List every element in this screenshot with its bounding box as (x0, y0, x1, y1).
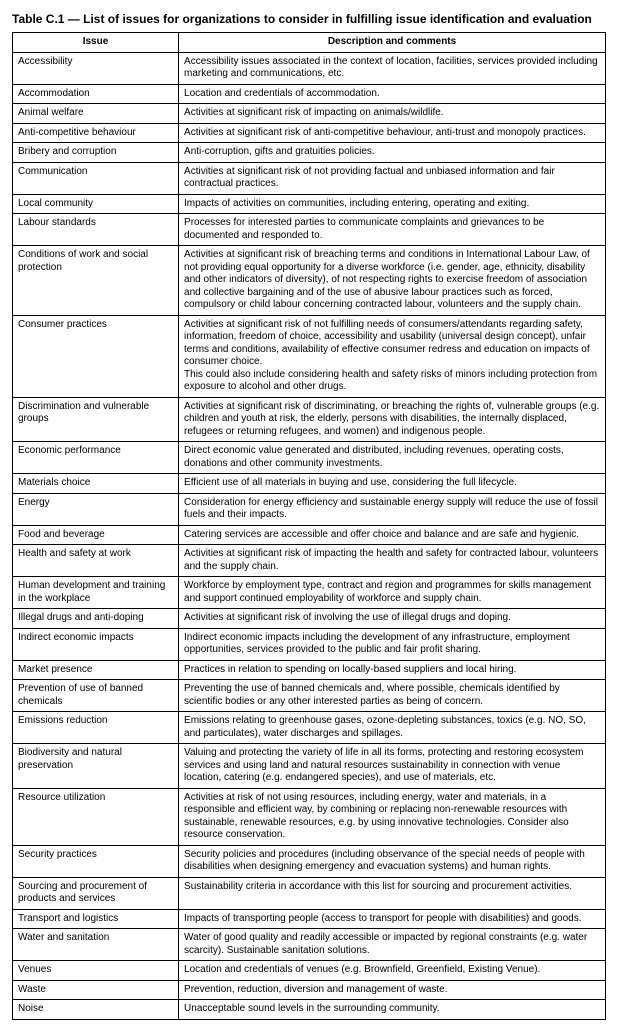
cell-desc: Workforce by employment type, contract a… (179, 577, 606, 609)
cell-issue: Resource utilization (13, 788, 179, 845)
cell-issue: Consumer practices (13, 315, 179, 397)
cell-desc: Processes for interested parties to comm… (179, 214, 606, 246)
table-row: Materials choiceEfficient use of all mat… (13, 474, 606, 494)
table-row: Prevention of use of banned chemicalsPre… (13, 680, 606, 712)
cell-desc: Catering services are accessible and off… (179, 525, 606, 545)
cell-desc: Activities at significant risk of discri… (179, 397, 606, 442)
table-row: Health and safety at workActivities at s… (13, 545, 606, 577)
table-row: Conditions of work and social protection… (13, 246, 606, 316)
cell-issue: Discrimination and vulnerable groups (13, 397, 179, 442)
table-row: Food and beverageCatering services are a… (13, 525, 606, 545)
table-row: Bribery and corruptionAnti-corruption, g… (13, 143, 606, 163)
cell-issue: Communication (13, 162, 179, 194)
cell-desc: Impacts of activities on communities, in… (179, 194, 606, 214)
table-row: NoiseUnacceptable sound levels in the su… (13, 1000, 606, 1020)
table-row: Economic performanceDirect economic valu… (13, 442, 606, 474)
cell-desc: Unacceptable sound levels in the surroun… (179, 1000, 606, 1020)
table-row: Consumer practicesActivities at signific… (13, 315, 606, 397)
cell-issue: Economic performance (13, 442, 179, 474)
cell-issue: Accessibility (13, 52, 179, 84)
cell-desc: Valuing and protecting the variety of li… (179, 744, 606, 789)
cell-issue: Sourcing and procurement of products and… (13, 877, 179, 909)
table-row: Indirect economic impactsIndirect econom… (13, 628, 606, 660)
cell-desc: Accessibility issues associated in the c… (179, 52, 606, 84)
cell-desc: Location and credentials of venues (e.g.… (179, 961, 606, 981)
cell-issue: Emissions reduction (13, 712, 179, 744)
cell-desc: Security policies and procedures (includ… (179, 845, 606, 877)
table-row: Sourcing and procurement of products and… (13, 877, 606, 909)
cell-desc: Activities at significant risk of impact… (179, 545, 606, 577)
table-row: Water and sanitationWater of good qualit… (13, 929, 606, 961)
table-row: Human development and training in the wo… (13, 577, 606, 609)
table-row: Illegal drugs and anti-dopingActivities … (13, 609, 606, 629)
table-row: Emissions reductionEmissions relating to… (13, 712, 606, 744)
cell-desc: Practices in relation to spending on loc… (179, 660, 606, 680)
cell-desc: Water of good quality and readily access… (179, 929, 606, 961)
cell-desc: Location and credentials of accommodatio… (179, 84, 606, 104)
cell-issue: Health and safety at work (13, 545, 179, 577)
cell-desc: Prevention, reduction, diversion and man… (179, 980, 606, 1000)
table-row: AccessibilityAccessibility issues associ… (13, 52, 606, 84)
cell-desc: Preventing the use of banned chemicals a… (179, 680, 606, 712)
table-row: Security practicesSecurity policies and … (13, 845, 606, 877)
cell-issue: Animal welfare (13, 104, 179, 124)
cell-desc: Sustainability criteria in accordance wi… (179, 877, 606, 909)
table-row: CommunicationActivities at significant r… (13, 162, 606, 194)
table-row: Anti-competitive behaviourActivities at … (13, 123, 606, 143)
cell-issue: Energy (13, 493, 179, 525)
cell-desc: Efficient use of all materials in buying… (179, 474, 606, 494)
cell-issue: Noise (13, 1000, 179, 1020)
table-row: AccommodationLocation and credentials of… (13, 84, 606, 104)
cell-issue: Labour standards (13, 214, 179, 246)
table-row: Market presencePractices in relation to … (13, 660, 606, 680)
cell-issue: Conditions of work and social protection (13, 246, 179, 316)
cell-desc: Activities at risk of not using resource… (179, 788, 606, 845)
table-row: Resource utilizationActivities at risk o… (13, 788, 606, 845)
cell-desc: Indirect economic impacts including the … (179, 628, 606, 660)
cell-desc: Consideration for energy efficiency and … (179, 493, 606, 525)
header-issue: Issue (13, 33, 179, 53)
table-row: Local communityImpacts of activities on … (13, 194, 606, 214)
table-row: Labour standardsProcesses for interested… (13, 214, 606, 246)
cell-issue: Indirect economic impacts (13, 628, 179, 660)
cell-desc: Impacts of transporting people (access t… (179, 909, 606, 929)
cell-issue: Biodiversity and natural preservation (13, 744, 179, 789)
cell-desc: Activities at significant risk of impact… (179, 104, 606, 124)
table-row: Transport and logisticsImpacts of transp… (13, 909, 606, 929)
table-row: VenuesLocation and credentials of venues… (13, 961, 606, 981)
cell-issue: Water and sanitation (13, 929, 179, 961)
table-row: Animal welfareActivities at significant … (13, 104, 606, 124)
cell-issue: Materials choice (13, 474, 179, 494)
cell-desc: Activities at significant risk of anti-c… (179, 123, 606, 143)
cell-issue: Market presence (13, 660, 179, 680)
cell-issue: Transport and logistics (13, 909, 179, 929)
cell-issue: Prevention of use of banned chemicals (13, 680, 179, 712)
table-title: Table C.1 — List of issues for organizat… (12, 12, 606, 26)
cell-desc: Activities at significant risk of not fu… (179, 315, 606, 397)
cell-issue: Anti-competitive behaviour (13, 123, 179, 143)
cell-desc: Activities at significant risk of breach… (179, 246, 606, 316)
header-desc: Description and comments (179, 33, 606, 53)
cell-issue: Food and beverage (13, 525, 179, 545)
cell-issue: Illegal drugs and anti-doping (13, 609, 179, 629)
cell-issue: Local community (13, 194, 179, 214)
cell-desc: Emissions relating to greenhouse gases, … (179, 712, 606, 744)
cell-issue: Security practices (13, 845, 179, 877)
cell-issue: Venues (13, 961, 179, 981)
table-row: WastePrevention, reduction, diversion an… (13, 980, 606, 1000)
cell-issue: Waste (13, 980, 179, 1000)
cell-desc: Direct economic value generated and dist… (179, 442, 606, 474)
table-row: Biodiversity and natural preservationVal… (13, 744, 606, 789)
table-header-row: Issue Description and comments (13, 33, 606, 53)
cell-issue: Bribery and corruption (13, 143, 179, 163)
cell-desc: Activities at significant risk of not pr… (179, 162, 606, 194)
table-row: Discrimination and vulnerable groupsActi… (13, 397, 606, 442)
table-row: EnergyConsideration for energy efficienc… (13, 493, 606, 525)
cell-issue: Human development and training in the wo… (13, 577, 179, 609)
cell-issue: Accommodation (13, 84, 179, 104)
cell-desc: Activities at significant risk of involv… (179, 609, 606, 629)
cell-desc: Anti-corruption, gifts and gratuities po… (179, 143, 606, 163)
issues-table: Issue Description and comments Accessibi… (12, 32, 606, 1020)
